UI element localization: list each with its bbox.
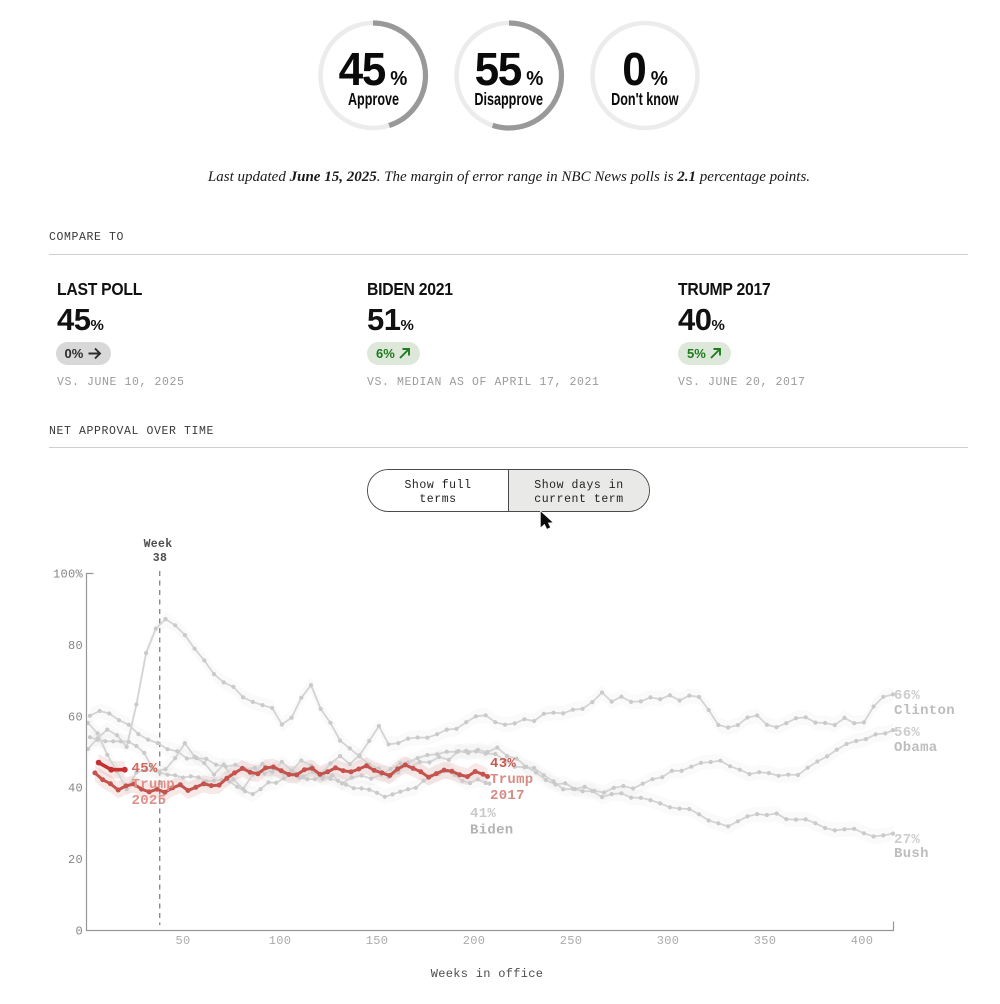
svg-text:2017: 2017	[490, 788, 525, 804]
svg-text:Trump: Trump	[132, 777, 176, 793]
svg-text:200: 200	[463, 934, 486, 948]
svg-text:Obama: Obama	[894, 740, 938, 756]
svg-text:20: 20	[68, 853, 83, 867]
svg-text:Bush: Bush	[894, 846, 929, 862]
svg-text:Week: Week	[144, 538, 173, 551]
svg-text:Weeks in office: Weeks in office	[431, 967, 544, 981]
svg-text:80: 80	[68, 639, 83, 653]
svg-text:60: 60	[68, 710, 83, 724]
svg-text:350: 350	[754, 934, 777, 948]
svg-text:41%: 41%	[470, 806, 496, 822]
svg-text:Biden: Biden	[470, 823, 514, 839]
svg-text:0: 0	[75, 925, 83, 939]
svg-text:66%: 66%	[894, 688, 920, 704]
svg-text:27%: 27%	[894, 832, 920, 848]
svg-text:400: 400	[851, 934, 874, 948]
svg-text:50: 50	[175, 934, 190, 948]
svg-text:250: 250	[560, 934, 583, 948]
svg-text:300: 300	[657, 934, 680, 948]
svg-text:2025: 2025	[132, 793, 167, 809]
svg-text:56%: 56%	[894, 725, 920, 741]
svg-text:40: 40	[68, 782, 83, 796]
svg-text:38: 38	[153, 552, 167, 565]
svg-text:150: 150	[366, 934, 389, 948]
svg-text:100%: 100%	[53, 568, 84, 582]
svg-text:100: 100	[269, 934, 292, 948]
svg-text:43%: 43%	[490, 756, 516, 772]
svg-text:45%: 45%	[132, 761, 158, 777]
svg-text:Clinton: Clinton	[894, 703, 955, 719]
svg-text:Trump: Trump	[490, 772, 534, 788]
